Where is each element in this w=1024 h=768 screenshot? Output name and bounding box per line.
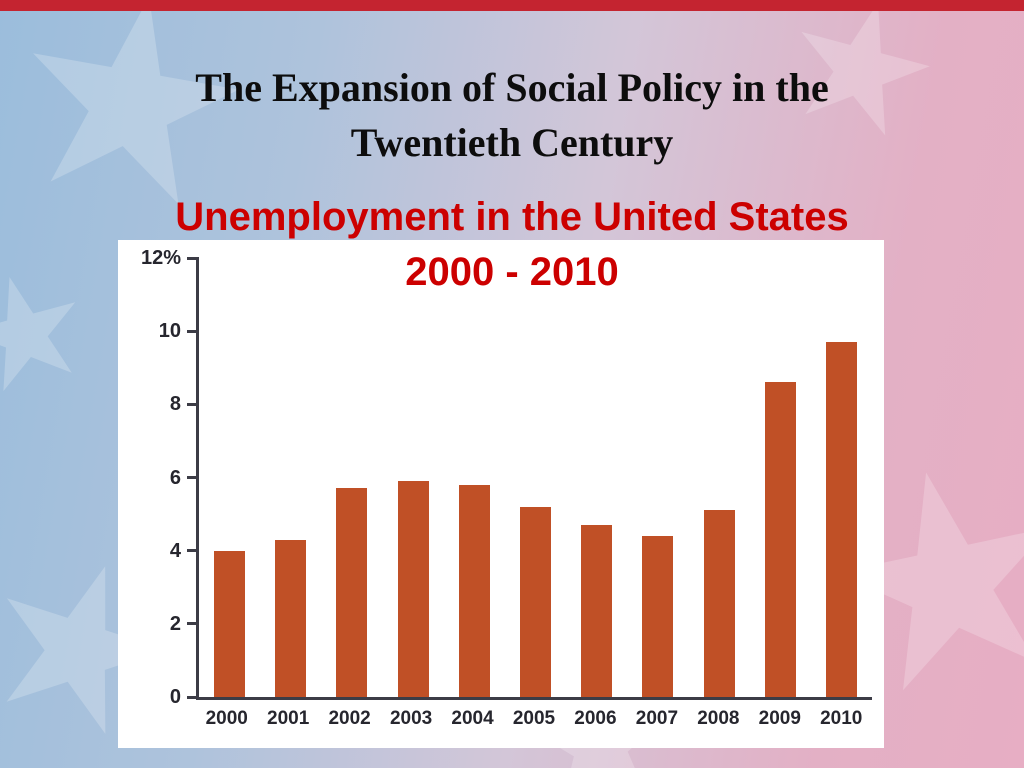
y-tick-mark — [187, 549, 199, 553]
star-shape — [801, 2, 930, 136]
y-tick-label: 6 — [169, 466, 181, 489]
bar-2004 — [444, 258, 505, 697]
x-tick-label-2005: 2005 — [512, 708, 556, 729]
bar-rect-2003 — [397, 481, 429, 697]
slide-title: The Expansion of Social Policy in the Tw… — [0, 60, 1024, 170]
y-tick-label: 0 — [169, 686, 181, 708]
chart-panel: 0 2 4 6 8 10 12% 2000 2001 2002 2003 2004 2005 2006 2… — [118, 240, 884, 748]
chart-title-line2: 2000 - 2010 — [405, 250, 619, 295]
bar-rect-2008 — [703, 510, 735, 697]
y-tick-mark — [187, 402, 199, 406]
bar-rect-2005 — [520, 506, 552, 697]
bar-rect-2010 — [825, 342, 857, 697]
bar-2010 — [811, 258, 872, 697]
x-tick-label-2007: 2007 — [635, 708, 679, 729]
x-tick-label-2008: 2008 — [697, 708, 740, 729]
x-tick-label-2006: 2006 — [574, 708, 617, 729]
chart-title: Unemployment in the United States 2000 -… — [0, 190, 1024, 300]
bar-2009 — [750, 258, 811, 697]
bar-2003 — [383, 258, 444, 697]
bar-2002 — [321, 258, 382, 697]
bar-2007 — [627, 258, 688, 697]
y-tick-mark — [187, 622, 199, 626]
bar-rect-2004 — [458, 484, 490, 697]
y-tick-mark — [187, 256, 199, 260]
bar-2001 — [260, 258, 321, 697]
bar-rect-2009 — [764, 382, 796, 697]
x-tick-label-2009: 2009 — [758, 708, 801, 729]
bar-series — [199, 258, 872, 697]
y-tick-label: 2 — [169, 612, 181, 635]
y-tick-mark — [187, 476, 199, 479]
bar-rect-2001 — [275, 539, 307, 697]
y-tick-mark — [187, 695, 199, 699]
y-tick-label: 12% — [140, 247, 181, 269]
bar-rect-2000 — [214, 550, 246, 697]
x-tick-label-2001: 2001 — [267, 708, 310, 729]
bar-rect-2002 — [336, 488, 368, 697]
slide-title-line1: The Expansion of Social Policy in the — [195, 65, 829, 110]
star-shape — [6, 566, 166, 734]
star-shape — [0, 277, 76, 392]
star-shape — [33, 0, 239, 205]
x-tick-label-2002: 2002 — [328, 708, 371, 729]
bar-rect-2006 — [581, 525, 613, 697]
bar-2006 — [566, 258, 627, 697]
bar-rect-2007 — [642, 536, 674, 697]
y-tick-label: 4 — [169, 539, 181, 562]
x-tick-label-2000: 2000 — [205, 708, 248, 729]
bar-2005 — [505, 258, 566, 697]
star-shape — [835, 472, 1024, 691]
y-tick-label: 10 — [158, 320, 181, 343]
chart-title-line1: Unemployment in the United States — [175, 195, 849, 239]
bar-2000 — [199, 258, 260, 697]
y-tick-mark — [187, 329, 199, 333]
slide-title-line2: Twentieth Century — [350, 120, 674, 166]
top-accent-bar — [0, 0, 1024, 11]
x-tick-label-2010: 2010 — [820, 708, 863, 729]
x-tick-label-2004: 2004 — [451, 708, 494, 729]
x-axis-labels: 2000 2001 2002 2003 2004 2005 2006 2007 2008 2009… — [196, 708, 872, 730]
bar-2008 — [689, 258, 750, 697]
bar-chart-plot-area: 0 2 4 6 8 10 12% — [141, 247, 872, 708]
y-tick-label: 8 — [169, 393, 181, 416]
x-tick-label-2003: 2003 — [389, 708, 433, 729]
